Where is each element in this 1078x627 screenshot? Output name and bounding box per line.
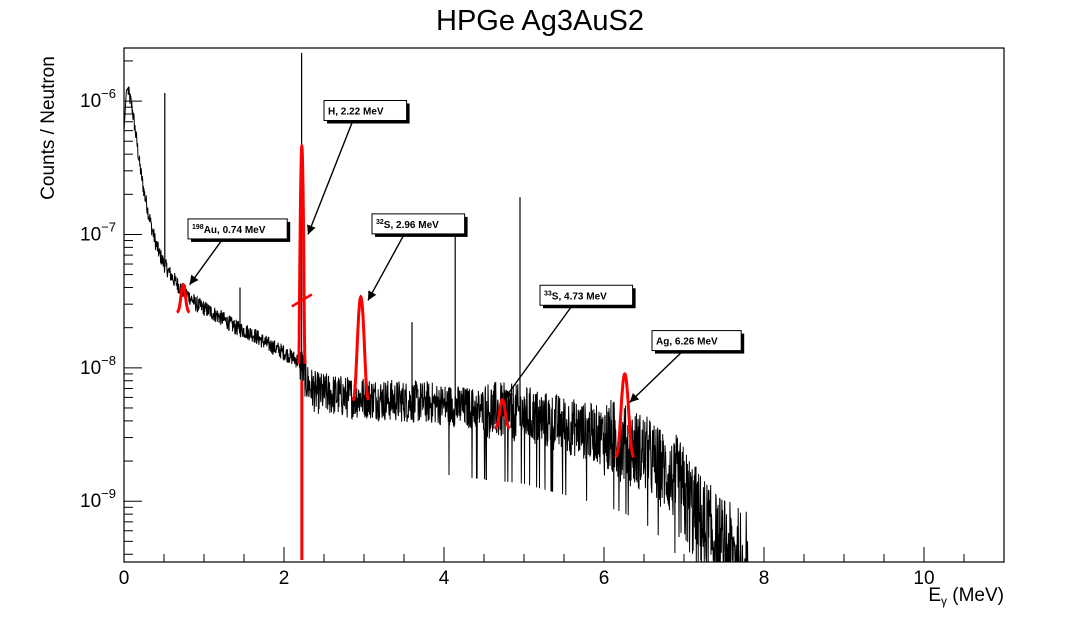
spectrum-line: [123, 86, 749, 563]
annotation-arrowhead-2: [368, 290, 377, 301]
annotation-text-3: 33S, 4.73 MeV: [544, 290, 607, 302]
annotation-box-1: [323, 99, 408, 121]
y-tick-label-0: 10−9: [80, 486, 116, 512]
annotation-text-1: H, 2.22 MeV: [328, 106, 384, 117]
y-tick-label-3: 10−6: [80, 86, 116, 112]
y-tick-base-1: 10: [80, 358, 101, 379]
annotation-arrow-4: [629, 350, 684, 403]
annotation-2: 32S, 2.96 MeV: [367, 213, 468, 301]
y-tick-exp-1: −8: [101, 353, 116, 368]
annotation-0: 198Au, 0.74 MeV: [187, 218, 291, 286]
y-tick-base-3: 10: [80, 91, 101, 112]
annotation-1: H, 2.22 MeV: [307, 99, 410, 235]
x-axis-label: Eγ (MeV): [928, 585, 1004, 608]
annotation-sup-0: 198: [192, 224, 204, 231]
fit-curve-3: [494, 397, 511, 430]
y-tick-base-2: 10: [80, 224, 101, 245]
annotation-4: Ag, 6.26 MeV: [629, 330, 745, 403]
x-tick-label-1: 2: [279, 568, 290, 589]
x-tick-label-3: 6: [599, 568, 610, 589]
annotation-3: 33S, 4.73 MeV: [503, 284, 636, 400]
fit-curve-1: [297, 142, 307, 364]
fit-curves: [176, 142, 635, 560]
annotation-text-4: Ag, 6.26 MeV: [656, 337, 718, 348]
annotation-arrow-3: [503, 304, 573, 400]
fit-curve-4: [614, 372, 635, 459]
x-tick-label-2: 4: [439, 568, 450, 589]
x-axis-label-sub: γ: [941, 594, 947, 608]
x-ticks: 0 2 4 6 8 10: [119, 547, 1005, 589]
annotation-label-2: S, 2.96 MeV: [384, 220, 439, 231]
y-tick-exp-0: −9: [101, 486, 116, 501]
fit-curve-2: [351, 294, 370, 402]
y-tick-exp-2: −7: [101, 219, 116, 234]
y-tick-exp-3: −6: [101, 86, 116, 101]
annotation-sup-3: 33: [544, 290, 552, 297]
x-tick-label-5: 10: [913, 568, 934, 589]
annotation-label-0: Au, 0.74 MeV: [204, 225, 266, 236]
spectrum-series: [123, 52, 749, 563]
y-ticks: 10−910−810−710−6: [80, 60, 142, 555]
annotation-arrow-1: [307, 120, 354, 235]
y-axis-label: Counts / Neutron: [38, 56, 59, 200]
annotation-arrowhead-1: [307, 224, 316, 235]
x-tick-label-0: 0: [119, 568, 130, 589]
chart-title: HPGe Ag3AuS2: [436, 5, 644, 37]
x-axis-label-unit: (MeV): [947, 585, 1004, 606]
annotation-arrow-2: [367, 233, 406, 301]
y-tick-label-2: 10−7: [80, 219, 116, 245]
annotation-arrowhead-3: [504, 389, 513, 400]
annotation-arrowhead-4: [629, 392, 640, 403]
annotation-label-3: S, 4.73 MeV: [552, 291, 607, 302]
y-tick-label-1: 10−8: [80, 353, 116, 379]
annotation-arrowhead-0: [189, 274, 199, 285]
annotation-text-2: 32S, 2.96 MeV: [376, 219, 439, 231]
x-tick-label-4: 8: [759, 568, 770, 589]
annotation-arrow-0: [189, 238, 224, 286]
y-tick-base-0: 10: [80, 491, 101, 512]
fit-h-mark: [291, 293, 313, 308]
annotation-box-0: [187, 218, 288, 240]
fit-curve-0: [176, 283, 191, 314]
annotation-box-3: [539, 284, 634, 306]
annotation-box-2: [371, 213, 466, 235]
annotation-box-4: [651, 330, 742, 352]
x-axis-label-main: E: [928, 585, 941, 606]
annotation-text-0: 198Au, 0.74 MeV: [192, 224, 266, 236]
annotation-sup-2: 32: [376, 219, 384, 226]
